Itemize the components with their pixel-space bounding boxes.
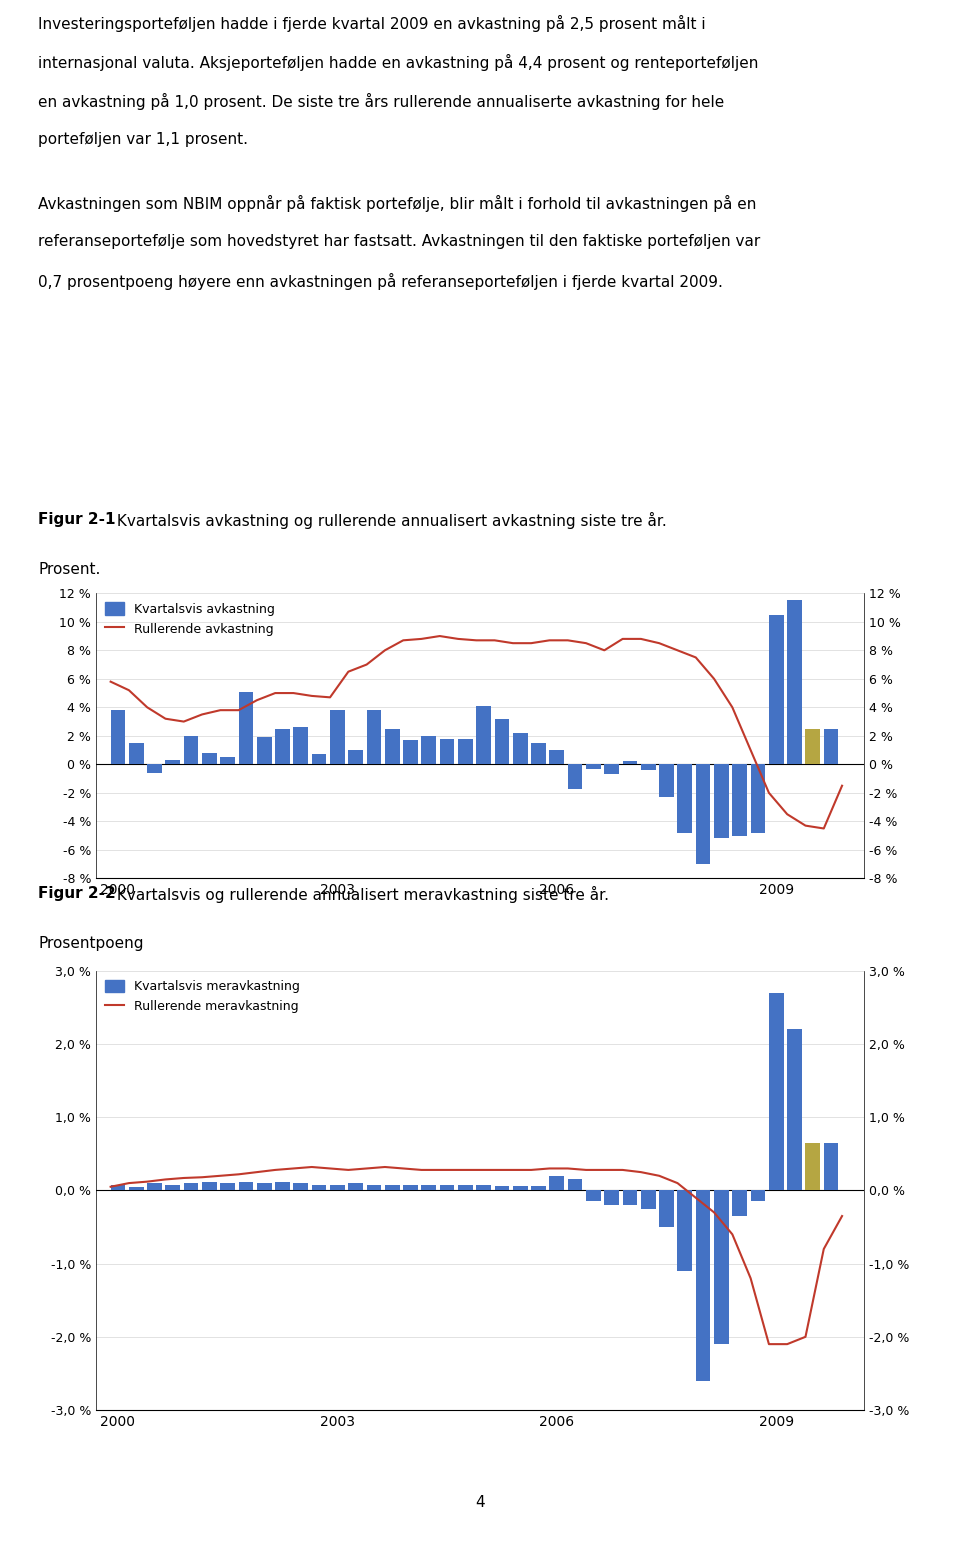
Bar xyxy=(660,1190,674,1227)
Bar xyxy=(696,764,710,865)
Bar xyxy=(147,764,162,774)
Bar xyxy=(732,764,747,835)
Bar xyxy=(769,615,783,764)
Bar xyxy=(476,706,491,764)
Bar xyxy=(294,1183,308,1190)
Bar xyxy=(605,764,619,774)
Bar xyxy=(276,729,290,764)
Bar xyxy=(549,750,564,764)
Bar xyxy=(513,734,528,764)
Bar xyxy=(513,1187,528,1190)
Text: Kvartalsvis avkastning og rullerende annualisert avkastning siste tre år.: Kvartalsvis avkastning og rullerende ann… xyxy=(111,512,666,529)
Bar xyxy=(732,1190,747,1216)
Bar xyxy=(623,761,637,764)
Bar xyxy=(494,1187,509,1190)
Bar xyxy=(605,1190,619,1205)
Bar xyxy=(367,1185,381,1190)
Text: Figur 2-2: Figur 2-2 xyxy=(38,886,116,901)
Bar xyxy=(440,738,454,764)
Text: Figur 2-1: Figur 2-1 xyxy=(38,512,116,527)
Bar xyxy=(348,750,363,764)
Bar xyxy=(824,1143,838,1190)
Text: 0,7 prosentpoeng høyere enn avkastningen på referanseporteføljen i fjerde kvarta: 0,7 prosentpoeng høyere enn avkastningen… xyxy=(38,273,723,290)
Text: en avkastning på 1,0 prosent. De siste tre års rullerende annualiserte avkastnin: en avkastning på 1,0 prosent. De siste t… xyxy=(38,94,725,111)
Text: internasjonal valuta. Aksjeporteføljen hadde en avkastning på 4,4 prosent og ren: internasjonal valuta. Aksjeporteføljen h… xyxy=(38,54,758,71)
Text: Kvartalsvis og rullerende annualisert meravkastning siste tre år.: Kvartalsvis og rullerende annualisert me… xyxy=(111,886,609,903)
Bar xyxy=(330,710,345,764)
Bar xyxy=(458,1185,472,1190)
Bar xyxy=(458,738,472,764)
Bar xyxy=(202,754,217,764)
Bar xyxy=(696,1190,710,1381)
Bar xyxy=(367,710,381,764)
Bar xyxy=(494,718,509,764)
Text: referanseportefølje som hovedstyret har fastsatt. Avkastningen til den faktiske : referanseportefølje som hovedstyret har … xyxy=(38,234,760,248)
Bar xyxy=(549,1176,564,1190)
Text: Investeringsporteføljen hadde i fjerde kvartal 2009 en avkastning på 2,5 prosent: Investeringsporteføljen hadde i fjerde k… xyxy=(38,15,706,32)
Bar xyxy=(531,1187,546,1190)
Bar xyxy=(805,729,820,764)
Bar xyxy=(714,1190,729,1344)
Bar xyxy=(586,1190,601,1202)
Bar xyxy=(660,764,674,797)
Bar xyxy=(751,1190,765,1202)
Bar xyxy=(403,1185,418,1190)
Bar xyxy=(623,1190,637,1205)
Bar xyxy=(714,764,729,838)
Bar xyxy=(129,743,144,764)
Bar xyxy=(165,760,180,764)
Bar xyxy=(403,740,418,764)
Bar xyxy=(348,1183,363,1190)
Bar xyxy=(567,764,583,789)
Text: Avkastningen som NBIM oppnår på faktisk portefølje, blir målt i forhold til avka: Avkastningen som NBIM oppnår på faktisk … xyxy=(38,194,756,211)
Bar xyxy=(110,710,125,764)
Bar xyxy=(330,1185,345,1190)
Bar xyxy=(678,1190,692,1271)
Bar xyxy=(641,764,656,770)
Bar xyxy=(257,1183,272,1190)
Bar xyxy=(276,1182,290,1190)
Bar xyxy=(385,729,399,764)
Bar xyxy=(221,1183,235,1190)
Bar xyxy=(129,1187,144,1190)
Bar xyxy=(183,1183,199,1190)
Bar xyxy=(239,1182,253,1190)
Bar xyxy=(769,992,783,1190)
Bar xyxy=(202,1182,217,1190)
Bar xyxy=(421,1185,436,1190)
Bar xyxy=(586,764,601,769)
Bar xyxy=(312,1185,326,1190)
Bar xyxy=(294,727,308,764)
Bar xyxy=(110,1185,125,1190)
Bar xyxy=(567,1179,583,1190)
Bar xyxy=(421,737,436,764)
Text: Prosent.: Prosent. xyxy=(38,562,101,576)
Bar xyxy=(183,737,199,764)
Text: porteføljen var 1,1 prosent.: porteføljen var 1,1 prosent. xyxy=(38,133,249,148)
Bar xyxy=(312,755,326,764)
Bar xyxy=(787,1029,802,1190)
Legend: Kvartalsvis meravkastning, Rullerende meravkastning: Kvartalsvis meravkastning, Rullerende me… xyxy=(100,974,304,1019)
Bar xyxy=(165,1185,180,1190)
Bar xyxy=(221,757,235,764)
Bar xyxy=(678,764,692,832)
Bar xyxy=(239,692,253,764)
Bar xyxy=(751,764,765,832)
Bar xyxy=(805,1143,820,1190)
Bar xyxy=(787,601,802,764)
Text: Prosentpoeng: Prosentpoeng xyxy=(38,937,144,951)
Bar xyxy=(531,743,546,764)
Legend: Kvartalsvis avkastning, Rullerende avkastning: Kvartalsvis avkastning, Rullerende avkas… xyxy=(100,596,279,641)
Bar xyxy=(257,737,272,764)
Bar xyxy=(476,1185,491,1190)
Bar xyxy=(440,1185,454,1190)
Bar xyxy=(385,1185,399,1190)
Bar xyxy=(824,729,838,764)
Bar xyxy=(147,1183,162,1190)
Bar xyxy=(641,1190,656,1208)
Text: 4: 4 xyxy=(475,1495,485,1510)
